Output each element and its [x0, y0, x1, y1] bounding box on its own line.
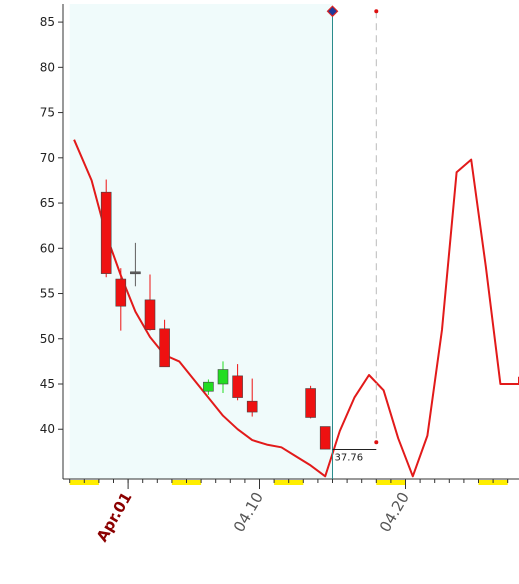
candle-body	[159, 328, 170, 368]
y-tick-label: 80	[40, 60, 55, 74]
candle-body	[115, 278, 127, 307]
candle-body	[100, 191, 112, 274]
candle-body	[144, 299, 156, 331]
last-price-label: 37.76	[335, 453, 364, 464]
y-tick-label: 70	[40, 151, 55, 165]
candle-body	[232, 375, 243, 398]
dashed-marker-bottom-dot	[374, 440, 379, 445]
candle-body	[246, 400, 258, 413]
candle-body	[305, 388, 316, 418]
y-tick-label: 40	[40, 422, 55, 436]
candle-body	[217, 369, 229, 385]
y-tick-label: 60	[40, 241, 55, 255]
x-date-label: 04.10	[230, 489, 267, 535]
history-region	[69, 4, 333, 479]
y-tick-label: 65	[40, 196, 55, 210]
cursor-marker	[326, 5, 339, 18]
y-tick-label: 55	[40, 287, 55, 301]
dashed-marker-top-dot	[374, 9, 379, 14]
candle-body	[203, 381, 214, 392]
candle-body	[319, 426, 331, 450]
y-tick-label: 50	[40, 332, 55, 346]
y-tick-label: 75	[40, 106, 55, 120]
x-date-label: 04.20	[376, 489, 413, 535]
y-tick-label: 45	[40, 377, 55, 391]
x-date-label: Apr.01	[93, 489, 136, 545]
y-tick-label: 85	[40, 15, 55, 29]
red-line-series	[73, 139, 519, 478]
candle-body	[130, 271, 141, 275]
